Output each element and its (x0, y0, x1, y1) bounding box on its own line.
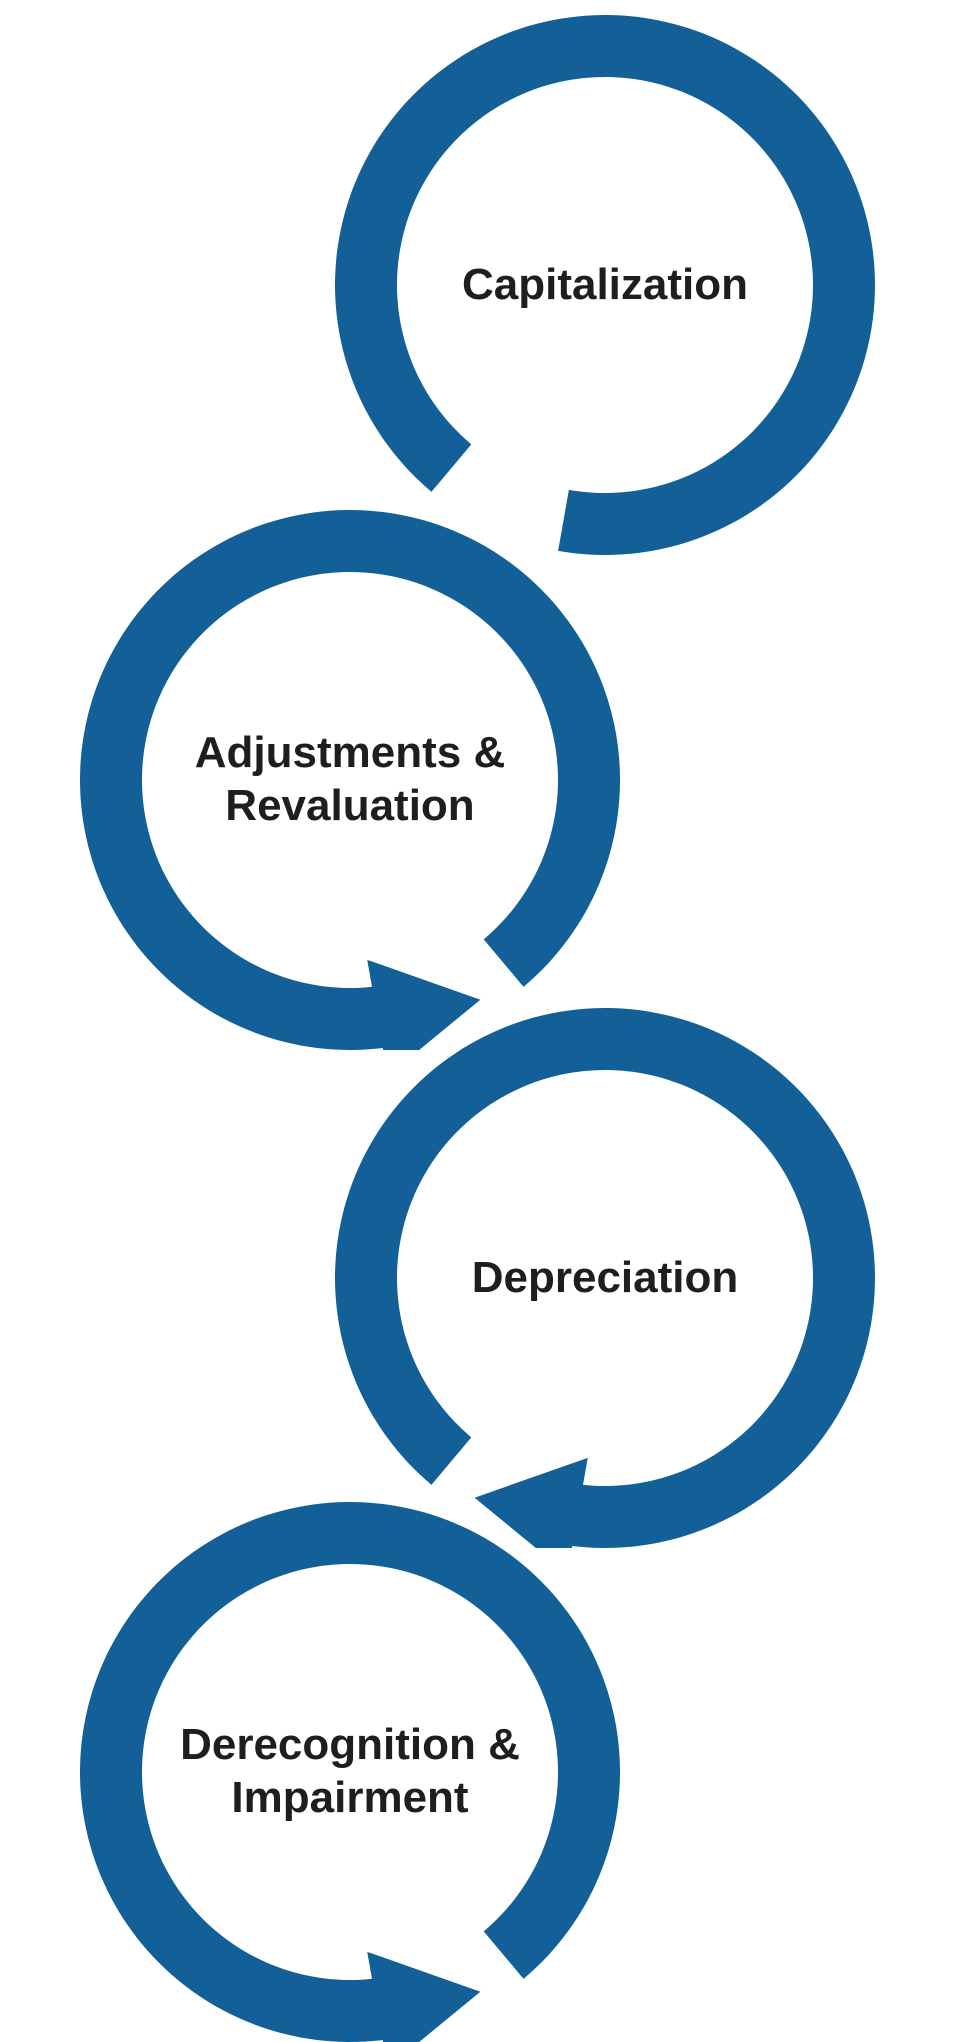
flow-node-label: Derecognition & Impairment (80, 1502, 620, 2042)
flow-diagram: CapitalizationAdjustments & RevaluationD… (0, 0, 959, 2041)
flow-node-derecognition-impairment: Derecognition & Impairment (80, 1502, 620, 2042)
flow-node-label: Depreciation (335, 1008, 875, 1548)
flow-node-label: Capitalization (335, 15, 875, 555)
flow-node-adjustments-revaluation: Adjustments & Revaluation (80, 510, 620, 1050)
flow-node-label: Adjustments & Revaluation (80, 510, 620, 1050)
flow-node-capitalization: Capitalization (335, 15, 875, 555)
flow-node-depreciation: Depreciation (335, 1008, 875, 1548)
